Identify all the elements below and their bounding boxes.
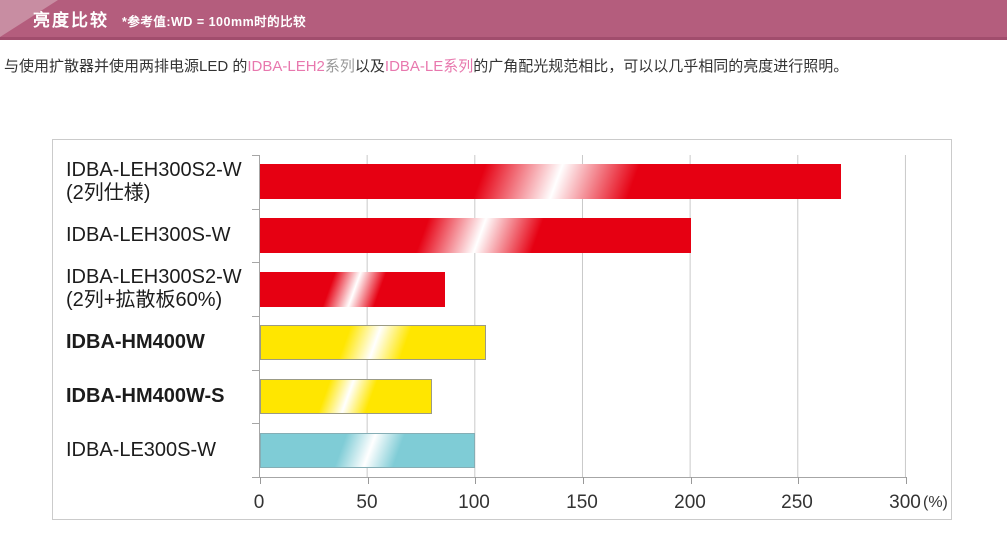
chart-panel: IDBA-LEH300S2-W (2列仕様) IDBA-LEH300S-W IDBA-… <box>52 139 952 520</box>
category-label: IDBA-LE300S-W <box>66 423 256 477</box>
x-axis-tick-label: 300 <box>889 492 921 513</box>
y-axis-tick <box>252 155 260 156</box>
x-axis-tick-label: 100 <box>458 492 490 513</box>
link-idba-le-series[interactable]: IDBA-LE系列 <box>384 58 474 75</box>
x-axis-tick-label: 250 <box>781 492 813 513</box>
section-header: 亮度比较 *参考值:WD = 100mm时的比较 <box>0 0 1007 40</box>
bar <box>260 379 432 414</box>
x-axis-tick <box>368 477 369 484</box>
y-axis-tick <box>252 262 260 263</box>
y-axis-tick <box>252 316 260 317</box>
x-axis-tick-label: 0 <box>253 492 265 513</box>
category-label: IDBA-LEH300S-W <box>66 209 256 263</box>
y-axis-tick <box>252 423 260 424</box>
bar <box>260 164 841 200</box>
intro-series-suffix: 系列 <box>324 58 355 75</box>
category-label-line2: (2列+拡散板60%) <box>66 289 223 312</box>
x-axis-tick <box>583 477 584 484</box>
bar <box>260 271 445 307</box>
x-axis-tick <box>906 477 907 484</box>
plot-area <box>252 155 907 484</box>
category-label-line1: IDBA-HM400W-S <box>66 384 225 407</box>
link-idba-leh2-series[interactable]: IDBA-LEH2 <box>247 58 325 75</box>
y-axis-tick <box>252 209 260 210</box>
x-axis-tick <box>691 477 692 484</box>
x-axis-tick <box>798 477 799 484</box>
category-label: IDBA-LEH300S2-W (2列+拡散板60%) <box>66 262 256 316</box>
category-label-line1: IDBA-LEH300S-W <box>66 223 231 246</box>
y-axis-tick <box>252 370 260 371</box>
bar <box>260 218 691 253</box>
x-axis-tick <box>260 477 261 484</box>
x-axis-labels: 0 50 100 150 200 250 300 (%) <box>53 492 953 516</box>
category-label: IDBA-HM400W-S <box>66 370 256 424</box>
category-labels: IDBA-LEH300S2-W (2列仕様) IDBA-LEH300S-W IDBA-… <box>53 155 253 477</box>
intro-text-after: 的广角配光规范相比，可以以几乎相同的亮度进行照明。 <box>473 58 849 75</box>
x-axis-tick-label: 200 <box>674 492 706 513</box>
section-title: 亮度比较 <box>33 11 109 30</box>
bar <box>260 325 486 361</box>
intro-paragraph: 与使用扩散器并使用两排电源LED 的IDBA-LEH2系列以及IDBA-LE系列… <box>4 54 1004 80</box>
category-label-line1: IDBA-LEH300S2-W <box>66 158 242 181</box>
category-label-line1: IDBA-LE300S-W <box>66 438 217 461</box>
category-label: IDBA-LEH300S2-W (2列仕様) <box>66 155 256 209</box>
x-axis-unit-label: (%) <box>923 494 948 511</box>
intro-text-middle: 以及 <box>354 58 385 75</box>
section-subtitle: *参考值:WD = 100mm时的比较 <box>122 14 307 29</box>
category-label-line2: (2列仕様) <box>66 181 151 204</box>
category-label-line1: IDBA-LEH300S2-W <box>66 266 242 289</box>
intro-text-before: 与使用扩散器并使用两排电源LED 的 <box>4 58 248 75</box>
x-axis-tick <box>475 477 476 484</box>
x-axis-tick-label: 150 <box>566 492 598 513</box>
category-label: IDBA-HM400W <box>66 316 256 370</box>
x-axis-tick-label: 50 <box>356 492 378 513</box>
bar <box>260 432 475 468</box>
category-label-line1: IDBA-HM400W <box>66 331 205 354</box>
y-axis-tick <box>252 477 260 478</box>
